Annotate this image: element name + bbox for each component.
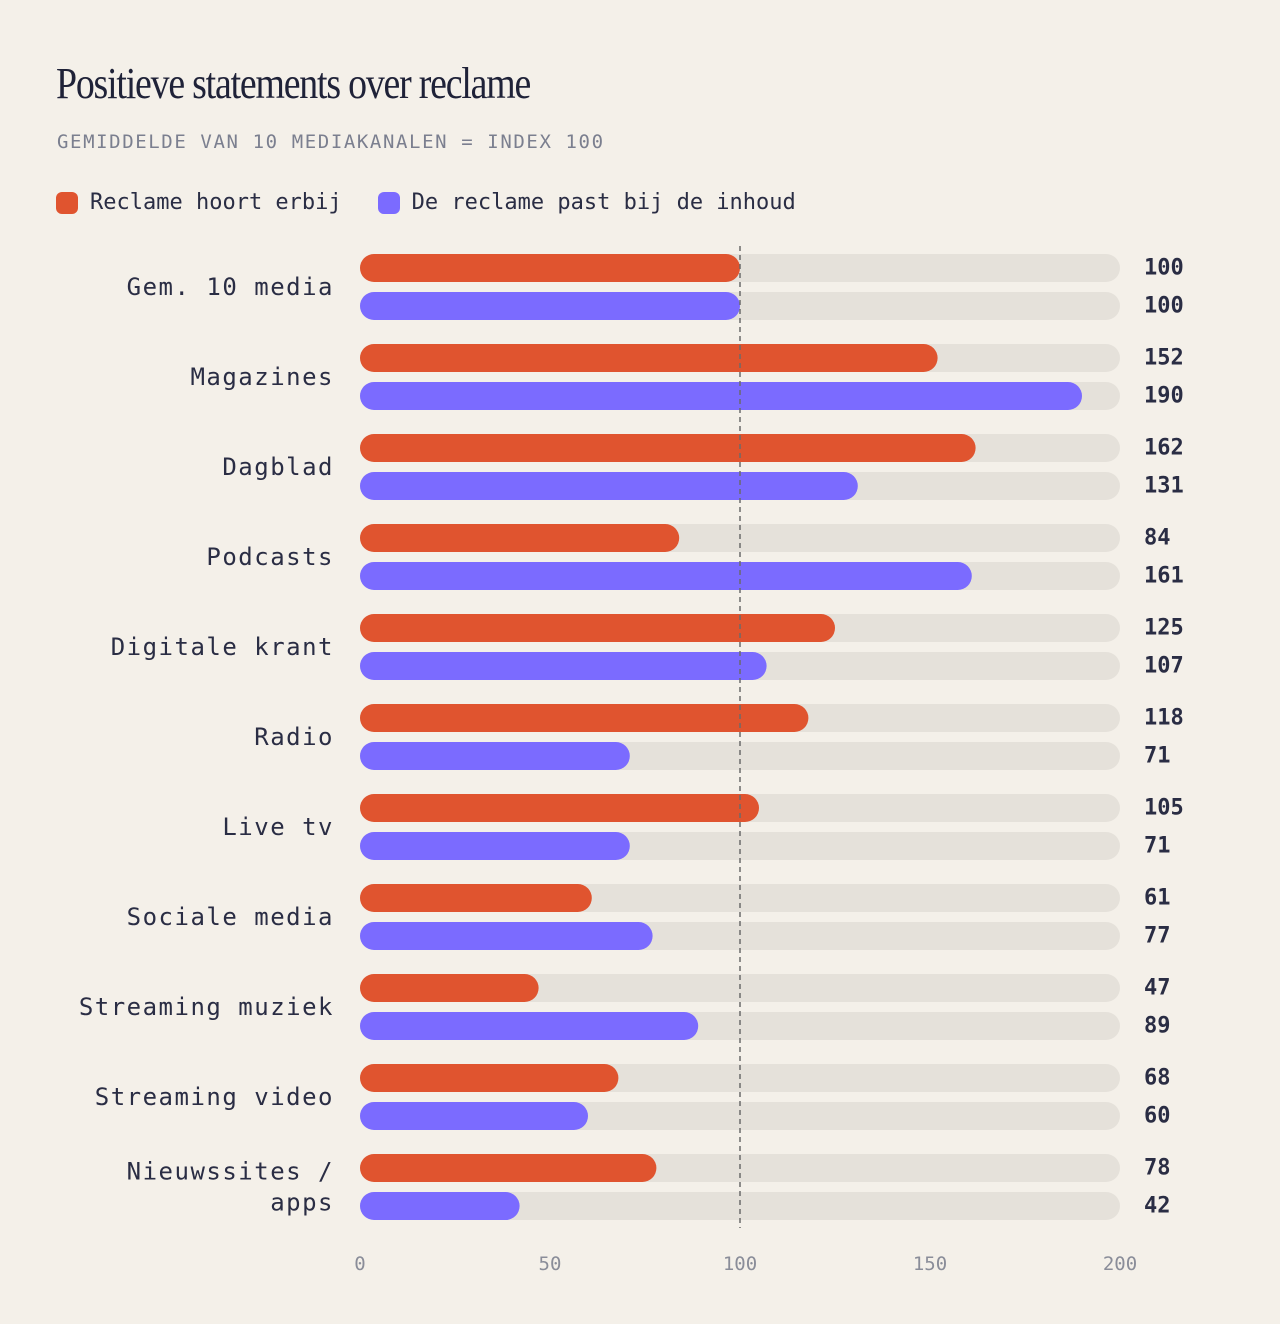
chart-subtitle: GEMIDDELDE VAN 10 MEDIAKANALEN = INDEX 1…	[57, 131, 605, 153]
value-label-series-b: 42	[1144, 1194, 1171, 1219]
value-label-series-b: 71	[1144, 834, 1171, 859]
value-label-series-b: 71	[1144, 744, 1171, 769]
value-label-series-b: 60	[1144, 1104, 1171, 1129]
category-label: Gem. 10 media	[127, 273, 334, 301]
category-label: Radio	[254, 723, 334, 751]
category-label: Streaming video	[95, 1083, 334, 1111]
bar-series-a	[360, 524, 680, 552]
value-label-series-b: 100	[1144, 294, 1184, 319]
value-label-series-a: 84	[1144, 526, 1171, 551]
value-label-series-a: 118	[1144, 706, 1184, 731]
value-label-series-b: 131	[1144, 474, 1184, 499]
legend: Reclame hoort erbij De reclame past bij …	[56, 190, 832, 215]
value-label-series-b: 161	[1144, 564, 1184, 589]
legend-swatch-series-b	[377, 191, 400, 214]
value-label-series-a: 105	[1144, 796, 1184, 821]
bar-series-b	[360, 832, 630, 860]
category-label: Dagblad	[222, 453, 334, 481]
value-label-series-a: 100	[1144, 256, 1184, 281]
category-label: apps	[270, 1189, 334, 1217]
value-label-series-b: 107	[1144, 654, 1184, 679]
bar-series-a	[360, 794, 759, 822]
bar-series-b	[360, 742, 630, 770]
bar-series-b	[360, 562, 972, 590]
value-label-series-a: 162	[1144, 436, 1184, 461]
bar-series-b	[360, 1192, 520, 1220]
x-tick-label: 150	[913, 1253, 947, 1275]
x-tick-label: 200	[1103, 1253, 1137, 1275]
value-label-series-a: 152	[1144, 346, 1184, 371]
bar-series-b	[360, 1012, 699, 1040]
bar-series-a	[360, 704, 809, 732]
value-label-series-a: 47	[1144, 976, 1171, 1001]
legend-label-series-a: Reclame hoort erbij	[90, 190, 342, 215]
category-label: Magazines	[190, 363, 334, 391]
bar-series-b	[360, 292, 740, 320]
bar-series-a	[360, 884, 592, 912]
bar-track	[360, 1192, 1120, 1220]
value-label-series-b: 89	[1144, 1014, 1171, 1039]
bar-series-a	[360, 434, 976, 462]
bar-series-a	[360, 614, 835, 642]
x-tick-label: 100	[723, 1253, 757, 1275]
category-label: Streaming muziek	[79, 993, 334, 1021]
bar-series-a	[360, 254, 740, 282]
bar-series-a	[360, 344, 938, 372]
value-label-series-a: 61	[1144, 886, 1171, 911]
value-label-series-b: 190	[1144, 384, 1184, 409]
category-label: Sociale media	[127, 903, 334, 931]
bar-series-b	[360, 922, 653, 950]
legend-label-series-b: De reclame past bij de inhoud	[411, 190, 796, 215]
value-label-series-a: 125	[1144, 616, 1184, 641]
x-tick-label: 50	[539, 1253, 562, 1275]
legend-swatch-series-a	[56, 191, 78, 214]
bar-series-b	[360, 1102, 588, 1130]
category-label: Nieuwssites /	[127, 1158, 334, 1186]
legend-item-series-b: De reclame past bij de inhoud	[377, 190, 796, 215]
category-label: Podcasts	[206, 543, 334, 571]
bar-series-b	[360, 652, 767, 680]
bar-series-b	[360, 382, 1082, 410]
bar-series-b	[360, 472, 858, 500]
bar-series-a	[360, 974, 539, 1002]
value-label-series-a: 68	[1144, 1066, 1171, 1091]
category-label: Live tv	[222, 813, 334, 841]
value-label-series-b: 77	[1144, 924, 1171, 949]
x-tick-label: 0	[354, 1253, 365, 1275]
chart-title: Positieve statements over reclame	[56, 59, 531, 108]
bar-series-a	[360, 1154, 657, 1182]
category-label: Digitale krant	[111, 633, 334, 661]
bar-series-a	[360, 1064, 619, 1092]
legend-item-series-a: Reclame hoort erbij	[56, 190, 342, 215]
value-label-series-a: 78	[1144, 1156, 1171, 1181]
